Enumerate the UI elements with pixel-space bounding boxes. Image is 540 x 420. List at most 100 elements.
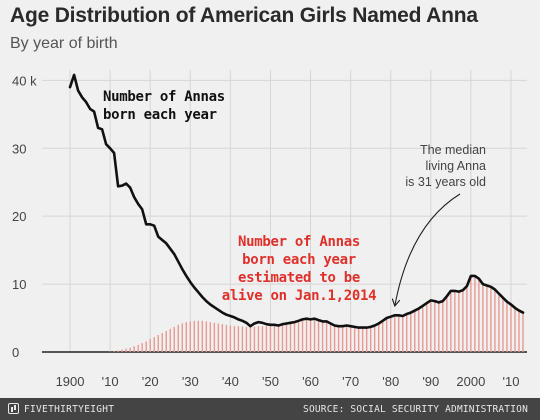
alive-bar [337,326,340,352]
alive-bar [185,322,187,352]
alive-bar [289,323,292,352]
x-tick-label: '80 [382,374,399,389]
alive-bar [466,286,468,352]
chart-title: Age Distribution of American Girls Named… [10,4,478,27]
alive-bar [245,326,248,352]
alive-bar [225,324,228,352]
alive-bar [201,320,204,352]
alive-bar [490,287,492,352]
alive-bar [313,320,316,352]
alive-bar [193,320,196,352]
alive-bar [165,330,167,352]
alive-bar [414,310,416,352]
alive-bar [265,326,268,352]
born-line [68,73,525,329]
x-tick-label: '70 [342,374,359,389]
alive-bar [121,349,123,352]
alive-bar [221,324,224,352]
alive-bar [257,326,260,352]
alive-bar [145,341,147,352]
alive-bar [205,321,208,352]
alive-bar [285,324,288,352]
alive-bar [418,308,420,352]
footer-source: SOURCE: SOCIAL SECURITY ADMINISTRATION [303,404,528,415]
born-line-series [68,73,525,329]
alive-bar [398,315,400,352]
alive-bar [478,279,480,352]
median-annotation: The median living Anna is 31 years old [405,143,486,189]
alive-bar [345,325,348,352]
y-tick-label: 10 [12,277,26,292]
alive-bar [498,294,500,352]
alive-bar [229,325,232,352]
alive-bar [141,343,143,352]
alive-bar [450,291,452,352]
alive-bar [349,326,352,352]
annotations: Number of Annas born each year Number of A… [103,89,486,305]
alive-bar [173,326,175,352]
alive-bar [522,313,524,352]
alive-bar [402,316,404,352]
fivethirtyeight-logo-icon [8,403,19,414]
x-tick-label: '40 [222,374,239,389]
alive-bar [410,312,412,352]
alive-bar [373,325,376,352]
alive-bar [518,311,520,352]
alive-bar [422,306,424,352]
alive-bar [309,320,312,352]
chart-area: 0 10 20 30 40 k 1900 '10 '20 '30 '40 '50 '60 '70 '80… [12,70,527,389]
median-arrow [395,193,461,305]
alive-bar [426,303,428,352]
alive-bar [390,317,392,352]
x-tick-label: 2000 [456,374,485,389]
alive-bar [434,301,436,352]
x-tick-label: '10 [502,374,519,389]
alive-bar [321,322,324,352]
alive-bar [514,308,516,352]
alive-bar [458,291,460,352]
y-tick-label: 0 [12,345,19,360]
alive-bar [361,327,364,352]
alive-bar [137,344,139,352]
x-tick-label: '10 [102,374,119,389]
x-tick-label: '90 [422,374,439,389]
born-series-label: Number of Annas born each year [103,89,225,123]
alive-bar [293,323,296,352]
alive-bar [213,322,216,352]
alive-bar [133,346,135,352]
y-tick-label: 40 k [12,73,37,88]
alive-bar [341,326,344,352]
x-tick-label: 1900 [56,374,85,389]
alive-bar [181,323,183,352]
y-axis-ticks: 0 10 20 30 40 k [12,73,37,360]
alive-bar [474,276,476,352]
y-tick-label: 20 [12,209,26,224]
alive-bar [406,314,408,352]
alive-bar [369,327,372,352]
alive-bar [454,291,456,352]
alive-bar [305,320,308,352]
alive-bar [125,348,127,352]
alive-bar [510,305,512,352]
alive-bar [446,296,448,352]
alive-bar [502,298,504,352]
footer-bar: FIVETHIRTYEIGHT SOURCE: SOCIAL SECURITY … [0,398,540,420]
alive-bar [365,327,368,352]
alive-bar [470,276,472,352]
x-tick-label: '30 [182,374,199,389]
alive-bar [161,332,163,352]
alive-bar [377,323,380,352]
alive-bar [129,347,131,352]
alive-bar [301,320,304,352]
alive-bar [149,339,151,352]
alive-series-label: Number of Annas born each year estimated t… [222,234,376,304]
alive-bar [113,351,115,352]
alive-bar [442,301,444,352]
alive-bar [177,324,179,352]
alive-bar [462,290,464,352]
footer-brand: FIVETHIRTYEIGHT [24,404,115,415]
alive-bar [494,290,496,352]
alive-bar [237,326,240,352]
alive-bar [217,323,220,352]
y-tick-label: 30 [12,141,26,156]
